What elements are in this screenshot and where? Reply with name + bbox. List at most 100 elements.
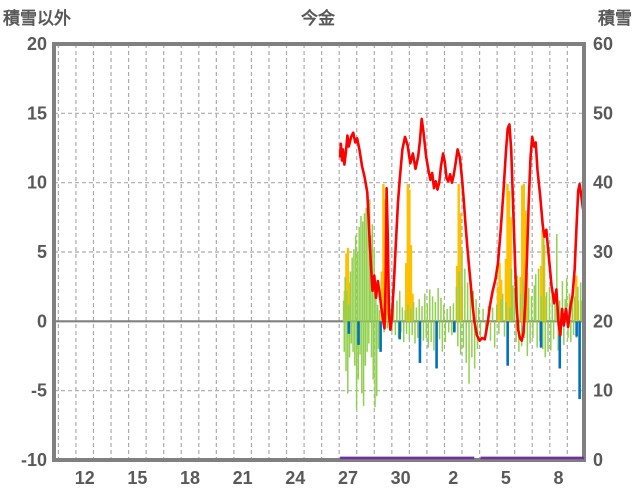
green-bar [565,278,568,322]
green-bar [351,257,353,322]
green-bar [361,221,364,322]
green-bar [512,285,514,322]
green-bar [570,321,572,343]
y-left-tick-label: -10 [21,450,47,470]
green-bar [446,308,448,322]
green-bar [544,321,546,358]
sunshine-bar [348,282,351,322]
sunshine-bar [541,229,544,322]
green-bar [344,276,346,322]
green-bar [410,308,412,322]
green-bar [461,250,463,322]
green-bar [498,321,500,334]
green-bar [471,321,473,358]
sunshine-bar [544,296,547,322]
green-bar [515,321,517,343]
green-bar [462,321,465,348]
green-bar [459,321,462,355]
green-bar [545,292,548,322]
y-right-tick-label: 50 [593,103,613,123]
y-right-tick-label: 20 [593,311,613,331]
y-left-tick-label: 0 [37,311,47,331]
green-bar [404,310,406,322]
green-bar [370,321,373,358]
sunshine-bar [345,253,348,322]
x-tick-label: 2 [448,468,458,488]
green-bar [347,321,349,394]
plot-border-rect [52,42,586,462]
y-left-tick-label: 10 [27,173,47,193]
green-bar [477,307,480,322]
green-bar [414,321,416,344]
blue-bar [539,321,543,348]
x-tick-label: 5 [501,468,511,488]
x-tick-label: 21 [233,468,253,488]
green-bar [457,321,459,347]
green-bar [464,268,466,322]
green-bar [424,293,426,322]
green-bar [378,310,381,322]
green-bar [489,321,492,341]
green-bar [547,321,549,352]
green-bar [542,321,544,350]
green-bar [345,321,347,372]
green-bar [513,288,516,322]
green-bar [376,304,379,322]
green-bar [501,293,504,322]
green-bar [362,321,365,406]
green-bar [548,286,551,322]
green-bar [401,307,404,322]
green-bar [434,301,437,322]
green-bar [348,321,351,358]
green-bar [473,321,476,369]
sunshine-bar [380,271,384,322]
green-bar [421,306,423,322]
sunshine-bar [496,286,500,322]
green-bar [469,274,472,322]
sunshine-bar [346,247,350,322]
green-bar [350,321,353,344]
chart-title: 今金 [301,9,335,28]
blue-bar [453,321,456,333]
green-bar [389,308,392,322]
y-right-tick-label: 40 [593,173,613,193]
temperature-line [338,117,586,343]
left-axis-title: 積雪以外 [3,9,71,28]
green-bar [358,227,360,322]
sunshine-bar [509,217,512,322]
green-bar [422,321,425,341]
green-bar [577,286,579,322]
green-bar [510,268,513,322]
gridlines [54,44,584,460]
green-bar [529,321,531,344]
sunshine-bar [539,265,543,322]
green-bar [346,290,348,322]
y-left-tick-label: 5 [37,242,47,262]
green-bar [526,321,529,356]
x-tick-label: 24 [285,468,305,488]
green-bar [441,321,444,352]
green-bar [365,207,367,322]
green-bar [556,233,558,322]
green-bar [500,299,502,322]
green-bar [353,249,355,322]
green-bar [550,321,552,351]
y-right-tick-label: 30 [593,242,613,262]
green-bar [361,321,363,394]
x-tick-label: 30 [391,468,411,488]
green-bar [509,307,511,322]
green-bar [503,321,506,337]
green-bar [496,304,498,322]
green-bar [375,290,377,322]
green-bar [444,321,447,343]
green-bar [428,289,431,322]
green-bar [452,303,455,322]
green-bar [386,321,389,329]
sunshine-bar [504,258,508,322]
plot-border [52,42,586,462]
green-bar [557,321,559,351]
green-bar [558,300,561,322]
green-bar [396,300,398,322]
green-bar [394,321,397,336]
y-left-tick-label: 20 [27,34,47,54]
